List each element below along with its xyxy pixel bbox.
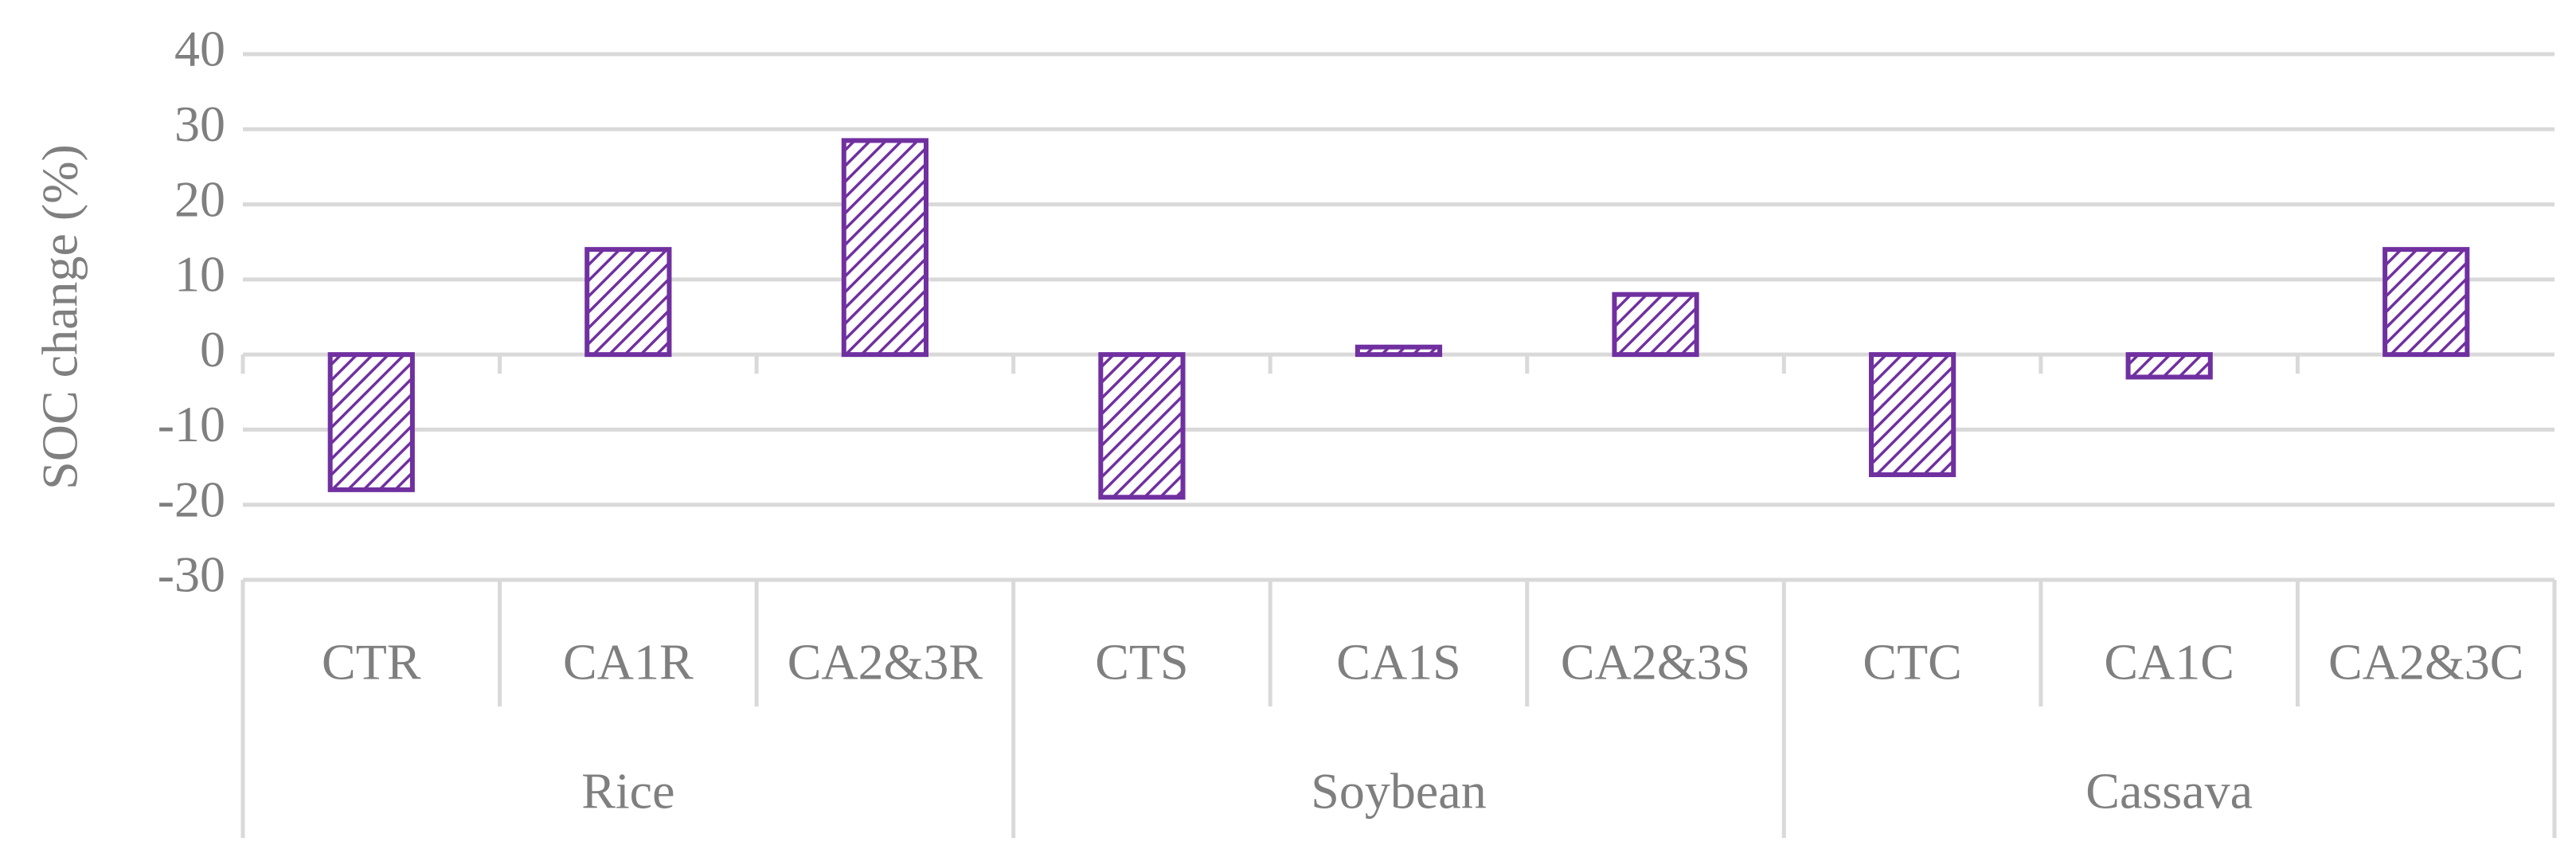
bar (1098, 352, 1186, 500)
x-tick-label: CA2&3S (1561, 634, 1750, 691)
x-tick-label: CTS (1095, 634, 1188, 691)
bar (584, 247, 672, 358)
y-axis-title: SOC change (%) (32, 144, 88, 490)
x-tick-label: CA1C (2104, 634, 2234, 691)
bar (1869, 352, 1956, 477)
bar (2383, 247, 2470, 358)
x-tick-label: CA2&3C (2328, 634, 2523, 691)
y-tick-label: 20 (174, 170, 225, 227)
bar (327, 352, 415, 492)
group-label: Cassava (2085, 763, 2253, 820)
bar (1354, 344, 1443, 358)
x-tick-label: CA1S (1336, 634, 1461, 691)
group-label: Soybean (1311, 763, 1486, 820)
y-tick-label: 30 (174, 96, 225, 152)
x-tick-label: CA1R (563, 634, 694, 691)
y-tick-label: 10 (174, 246, 225, 303)
bar (841, 138, 928, 358)
y-tick-label: 40 (174, 21, 225, 77)
group-label: Rice (581, 763, 674, 820)
x-tick-label: CA2&3R (788, 634, 983, 691)
x-tick-label: CTC (1863, 634, 1961, 691)
bar (2125, 352, 2213, 380)
y-tick-label: -20 (158, 471, 225, 527)
y-tick-label: -10 (158, 396, 225, 452)
bar (1612, 292, 1699, 358)
y-tick-label: 0 (200, 321, 225, 378)
y-tick-label: -30 (158, 546, 225, 603)
x-tick-label: CTR (322, 634, 421, 691)
